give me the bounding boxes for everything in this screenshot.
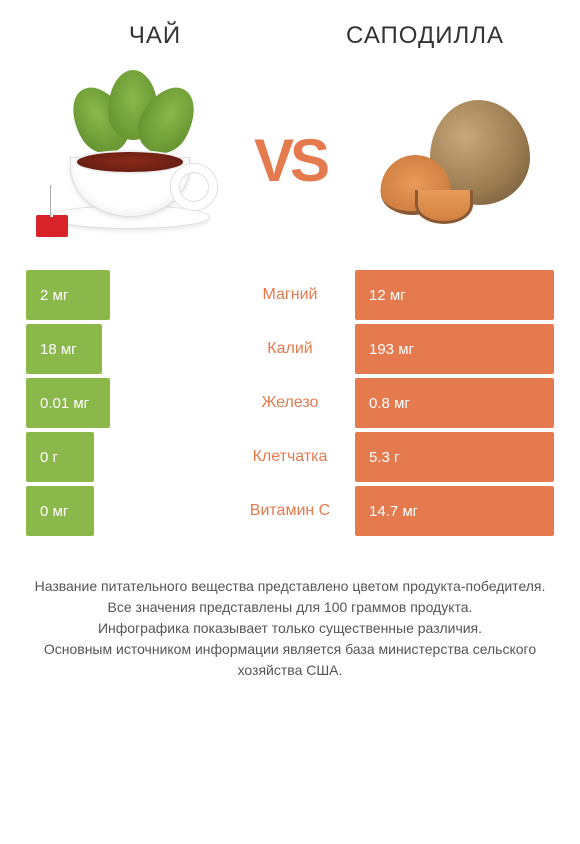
sapodilla-illustration bbox=[370, 90, 530, 230]
left-value-bar: 18 мг bbox=[26, 324, 102, 374]
row-left-cell: 18 мг bbox=[26, 324, 225, 374]
left-value-bar: 2 мг bbox=[26, 270, 110, 320]
nutrient-row: 0 г Клетчатка5.3 г bbox=[26, 432, 554, 482]
teabag-tag-icon bbox=[36, 215, 68, 237]
nutrient-label: Калий bbox=[225, 324, 355, 374]
footer-line: Инфографика показывает только существенн… bbox=[28, 618, 552, 639]
footer-line: Все значения представлены для 100 граммо… bbox=[28, 597, 552, 618]
nutrient-row: 0.01 мг Железо0.8 мг bbox=[26, 378, 554, 428]
left-value-bar: 0.01 мг bbox=[26, 378, 110, 428]
left-value-bar: 0 мг bbox=[26, 486, 94, 536]
row-left-cell: 0 мг bbox=[26, 486, 225, 536]
header: ЧАЙ САПОДИЛЛА bbox=[0, 0, 580, 60]
row-right-cell: 14.7 мг bbox=[355, 486, 554, 536]
nutrient-row: 2 мг Магний12 мг bbox=[26, 270, 554, 320]
nutrient-row: 0 мг Витамин С14.7 мг bbox=[26, 486, 554, 536]
footer-line: Название питательного вещества представл… bbox=[28, 576, 552, 597]
comparison-table: 2 мг Магний12 мг 18 мг Калий193 мг 0.01 мг Же… bbox=[0, 270, 580, 536]
row-left-cell: 2 мг bbox=[26, 270, 225, 320]
left-product-image bbox=[20, 70, 240, 250]
row-right-cell: 12 мг bbox=[355, 270, 554, 320]
row-left-cell: 0 г bbox=[26, 432, 225, 482]
right-value-bar: 14.7 мг bbox=[355, 486, 554, 536]
right-title: САПОДИЛЛА bbox=[290, 22, 560, 50]
nutrient-row: 18 мг Калий193 мг bbox=[26, 324, 554, 374]
footer-line: Основным источником информации является … bbox=[28, 639, 552, 681]
row-right-cell: 0.8 мг bbox=[355, 378, 554, 428]
row-left-cell: 0.01 мг bbox=[26, 378, 225, 428]
row-right-cell: 193 мг bbox=[355, 324, 554, 374]
left-title: ЧАЙ bbox=[20, 22, 290, 50]
nutrient-label: Железо bbox=[225, 378, 355, 428]
row-right-cell: 5.3 г bbox=[355, 432, 554, 482]
nutrient-label: Магний bbox=[225, 270, 355, 320]
left-value-bar: 0 г bbox=[26, 432, 94, 482]
right-product-header: САПОДИЛЛА bbox=[290, 22, 560, 50]
hero-section: VS bbox=[0, 60, 580, 270]
right-value-bar: 5.3 г bbox=[355, 432, 554, 482]
right-value-bar: 12 мг bbox=[355, 270, 554, 320]
teacup-icon bbox=[70, 157, 190, 217]
left-product-header: ЧАЙ bbox=[20, 22, 290, 50]
footer-notes: Название питательного вещества представл… bbox=[0, 536, 580, 681]
right-product-image bbox=[340, 70, 560, 250]
right-value-bar: 0.8 мг bbox=[355, 378, 554, 428]
nutrient-label: Витамин С bbox=[225, 486, 355, 536]
vs-label: VS bbox=[250, 126, 330, 195]
nutrient-label: Клетчатка bbox=[225, 432, 355, 482]
tea-illustration bbox=[40, 75, 220, 245]
right-value-bar: 193 мг bbox=[355, 324, 554, 374]
sapodilla-slice-icon bbox=[415, 190, 473, 224]
